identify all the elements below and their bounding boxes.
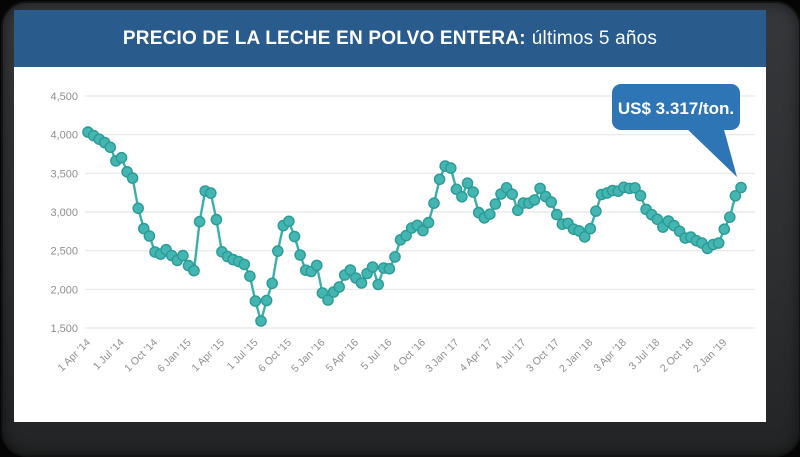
x-tick-label: 1 Jul '14 xyxy=(91,337,127,373)
price-line-chart: 4,500 4,000 3,500 3,000 2,500 2,000 1,500 1 Ap… xyxy=(50,84,755,376)
y-tick-label: 4,500 xyxy=(50,91,78,103)
data-point xyxy=(444,162,457,174)
data-point xyxy=(104,141,117,154)
data-point xyxy=(506,188,519,200)
data-point xyxy=(422,216,435,229)
data-point xyxy=(244,270,256,283)
data-point xyxy=(489,198,502,210)
data-point xyxy=(188,264,200,277)
data-point xyxy=(467,186,479,198)
data-point xyxy=(417,224,429,237)
chart-area: 4,500 4,000 3,500 3,000 2,500 2,000 1,500 1 Ap… xyxy=(14,67,766,422)
x-tick-label: 3 Apr '18 xyxy=(591,337,629,375)
x-tick-label: 3 Jan '17 xyxy=(423,337,462,376)
x-tick-label: 1 Apr '14 xyxy=(56,337,94,375)
x-tick-label: 2 Jan '18 xyxy=(557,337,596,376)
data-point xyxy=(724,211,736,223)
data-point xyxy=(271,245,284,257)
title-main: PRECIO DE LA LECHE EN POLVO ENTERA: xyxy=(122,27,526,49)
y-axis-labels: 4,500 4,000 3,500 3,000 2,500 2,000 1,500 xyxy=(50,91,78,335)
data-point xyxy=(260,294,273,307)
x-tick-label: 1 Apr '15 xyxy=(190,337,228,375)
x-tick-label: 4 Oct '16 xyxy=(390,337,428,375)
data-point xyxy=(372,278,385,291)
x-tick-label: 4 Apr '17 xyxy=(457,337,495,375)
x-tick-label: 6 Jan '15 xyxy=(155,337,194,376)
data-point xyxy=(255,315,267,327)
data-point xyxy=(461,177,474,189)
data-point xyxy=(322,294,334,306)
data-point xyxy=(193,215,206,228)
data-point xyxy=(132,202,144,215)
data-point xyxy=(238,258,251,271)
data-point xyxy=(534,182,546,195)
data-point xyxy=(428,197,440,209)
data-point xyxy=(545,196,558,208)
data-point xyxy=(735,181,747,194)
x-tick-label: 6 Oct '15 xyxy=(256,337,294,375)
x-tick-label: 2 Jan '19 xyxy=(691,337,730,376)
price-callout: US$ 3.317/ton. xyxy=(612,84,740,177)
x-tick-label: 1 Oct '14 xyxy=(122,337,160,375)
data-point xyxy=(584,222,597,235)
data-point xyxy=(333,281,346,293)
data-point xyxy=(400,229,412,242)
title-suffix: últimos 5 años xyxy=(531,27,658,49)
data-point xyxy=(294,249,306,261)
y-tick-label: 2,500 xyxy=(50,246,78,258)
x-tick-label: 5 Jul '16 xyxy=(359,337,395,373)
x-tick-label: 4 Jul '17 xyxy=(493,337,529,373)
y-tick-label: 1,500 xyxy=(50,323,78,335)
x-tick-label: 1 Jul '15 xyxy=(225,337,261,373)
data-point xyxy=(528,194,541,206)
data-point xyxy=(210,213,223,226)
data-point xyxy=(204,187,217,199)
x-tick-label: 3 Jul '18 xyxy=(626,337,662,373)
data-point xyxy=(551,208,563,221)
data-point xyxy=(389,251,401,263)
data-point xyxy=(483,208,496,220)
data-point xyxy=(383,262,396,275)
data-point xyxy=(718,223,731,235)
data-point xyxy=(143,230,156,242)
data-point xyxy=(456,190,468,203)
x-tick-label: 5 Jan '16 xyxy=(289,337,328,376)
data-point xyxy=(651,213,664,226)
y-tick-label: 3,500 xyxy=(50,168,78,180)
data-point xyxy=(355,277,368,289)
data-point xyxy=(344,264,357,276)
data-point xyxy=(729,189,742,202)
data-point xyxy=(283,215,295,228)
data-point xyxy=(310,259,323,272)
data-point xyxy=(578,231,591,243)
data-point xyxy=(590,205,602,217)
chart-title-bar: PRECIO DE LA LECHE EN POLVO ENTERA: últi… xyxy=(14,10,766,67)
data-point xyxy=(634,189,647,202)
callout-label: US$ 3.317/ton. xyxy=(618,99,734,118)
data-point xyxy=(288,230,301,243)
data-point xyxy=(266,277,279,290)
x-axis-labels: 1 Apr '141 Jul '141 Oct '146 Jan '151 Ap… xyxy=(56,337,730,376)
x-tick-label: 2 Oct '18 xyxy=(658,337,696,375)
data-point xyxy=(712,237,725,249)
data-point xyxy=(629,182,641,194)
data-point xyxy=(177,249,189,262)
callout-tail xyxy=(684,126,737,177)
x-tick-label: 3 Oct '17 xyxy=(524,337,562,375)
callout-box xyxy=(612,84,740,130)
data-point xyxy=(249,295,262,307)
data-point xyxy=(115,151,128,164)
y-tick-label: 4,000 xyxy=(50,130,78,142)
data-point xyxy=(433,173,446,186)
data-point xyxy=(126,172,139,184)
price-series xyxy=(82,126,747,327)
y-tick-label: 3,000 xyxy=(50,207,78,219)
y-tick-label: 2,000 xyxy=(50,284,78,296)
data-point xyxy=(366,261,379,273)
x-tick-label: 5 Apr '16 xyxy=(323,337,361,375)
